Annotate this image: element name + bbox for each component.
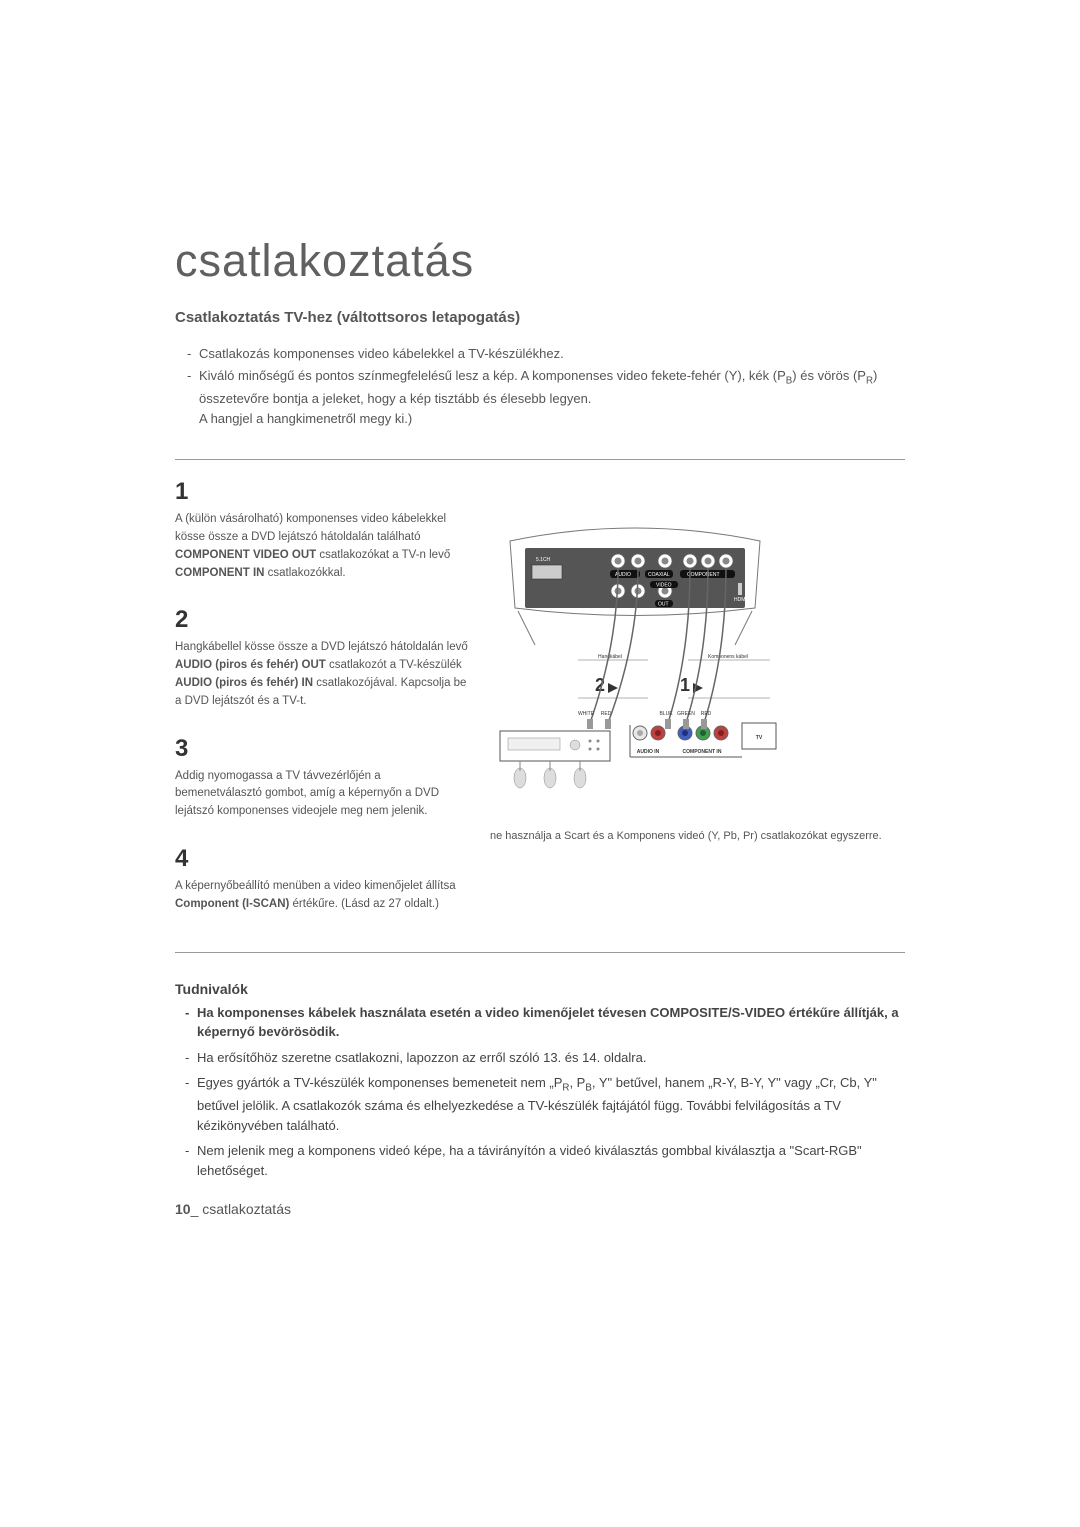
svg-text:RED: RED bbox=[601, 711, 612, 717]
page-title: csatlakoztatás bbox=[175, 235, 905, 287]
divider bbox=[175, 459, 905, 460]
diagram-column: 5.1CH AUDIO COAXIAL COMPONENT bbox=[490, 478, 905, 938]
callout-1: 1 bbox=[680, 675, 690, 695]
svg-text:OUT: OUT bbox=[658, 602, 669, 608]
step-text: A (külön vásárolható) komponenses video … bbox=[175, 511, 470, 582]
svg-text:GREEN: GREEN bbox=[677, 711, 695, 717]
note-item: Ha komponenses kábelek használata esetén… bbox=[185, 1003, 905, 1042]
step-4: 4 A képernyőbeállító menüben a video kim… bbox=[175, 845, 470, 914]
cable-label-right: Komponens kábel bbox=[708, 654, 748, 660]
step-text: Hangkábellel kösse össze a DVD lejátszó … bbox=[175, 639, 470, 710]
intro-item: Kiváló minőségű és pontos színmegfelelés… bbox=[187, 366, 905, 429]
svg-text:AUDIO IN: AUDIO IN bbox=[637, 749, 660, 755]
tv-jacks bbox=[633, 726, 728, 740]
svg-text:WHITE: WHITE bbox=[578, 711, 595, 717]
step-number: 2 bbox=[175, 606, 470, 634]
connection-diagram: 5.1CH AUDIO COAXIAL COMPONENT bbox=[490, 523, 785, 818]
intro-item: Csatlakozás komponenses video kábelekkel… bbox=[187, 344, 905, 364]
step-number: 4 bbox=[175, 845, 470, 873]
page-footer: 10_ csatlakoztatás bbox=[175, 1201, 291, 1217]
page-number: 10 bbox=[175, 1201, 191, 1217]
note-item: Ha erősítőhöz szeretne csatlakozni, lapo… bbox=[185, 1048, 905, 1068]
tv-label: TV bbox=[756, 735, 763, 741]
svg-text:COMPONENT IN: COMPONENT IN bbox=[683, 749, 722, 755]
steps-column: 1 A (külön vásárolható) komponenses vide… bbox=[175, 478, 470, 938]
step-number: 1 bbox=[175, 478, 470, 506]
cable-label-left: Hangkábel bbox=[598, 654, 622, 660]
diagram-note: ne használja a Scart és a Komponens vide… bbox=[490, 828, 905, 845]
note-item: Nem jelenik meg a komponens videó képe, … bbox=[185, 1141, 905, 1180]
intro-list: Csatlakozás komponenses video kábelekkel… bbox=[175, 344, 905, 429]
step-1: 1 A (külön vásárolható) komponenses vide… bbox=[175, 478, 470, 582]
svg-text:VIDEO: VIDEO bbox=[656, 583, 672, 589]
divider bbox=[175, 952, 905, 953]
notes-list: Ha komponenses kábelek használata esetén… bbox=[175, 1003, 905, 1181]
note-item: Egyes gyártók a TV-készülék komponenses … bbox=[185, 1073, 905, 1135]
svg-text:BLUE: BLUE bbox=[659, 711, 673, 717]
svg-text:COAXIAL: COAXIAL bbox=[648, 572, 670, 578]
step-text: A képernyőbeállító menüben a video kimen… bbox=[175, 878, 470, 914]
step-number: 3 bbox=[175, 735, 470, 763]
step-3: 3 Addig nyomogassa a TV távvezérlőjén a … bbox=[175, 735, 470, 821]
svg-text:COMPONENT: COMPONENT bbox=[687, 572, 720, 578]
step-text: Addig nyomogassa a TV távvezérlőjén a be… bbox=[175, 768, 470, 821]
section-heading: Csatlakoztatás TV-hez (váltottsoros leta… bbox=[175, 309, 905, 326]
notes-heading: Tudnivalók bbox=[175, 981, 905, 997]
label-5-1ch: 5.1CH bbox=[536, 557, 551, 563]
svg-text:HDMI: HDMI bbox=[734, 597, 747, 603]
step-2: 2 Hangkábellel kösse össze a DVD lejátsz… bbox=[175, 606, 470, 710]
svg-text:RED: RED bbox=[701, 711, 712, 717]
